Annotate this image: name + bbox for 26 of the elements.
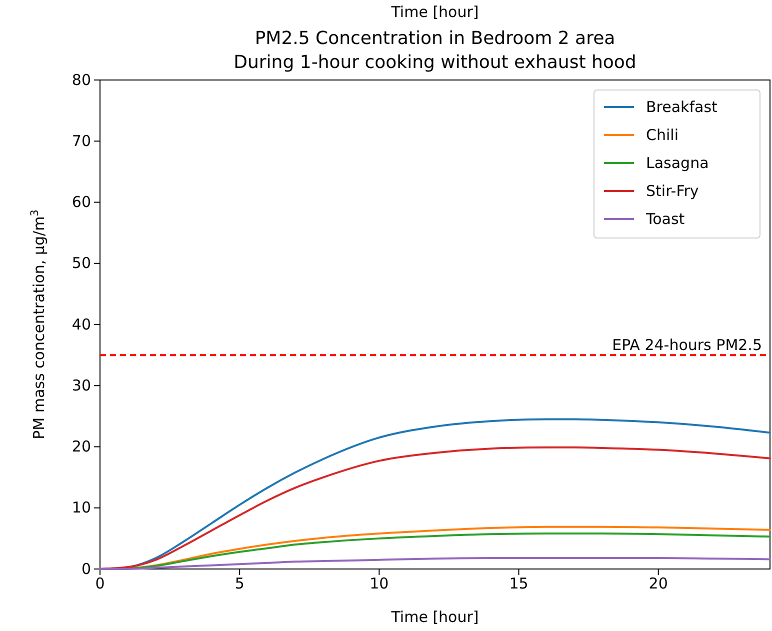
y-tick-label: 20 (72, 438, 91, 456)
x-tick-label: 5 (234, 574, 244, 593)
y-tick-label: 10 (72, 498, 91, 517)
x-tick-label: 20 (648, 574, 668, 593)
x-tick-label: 15 (509, 574, 528, 593)
chart-subtitle: During 1-hour cooking without exhaust hood (234, 52, 636, 73)
ref-line-label: EPA 24-hours PM2.5 (612, 336, 762, 354)
chart-title: PM2.5 Concentration in Bedroom 2 area (254, 28, 616, 49)
y-tick-label: 40 (72, 315, 91, 334)
legend-label: Stir-Fry (646, 182, 699, 200)
x-tick-label: 10 (370, 574, 389, 593)
y-tick-label: 60 (72, 193, 91, 212)
line-series (99, 557, 771, 570)
y-tick-label: 30 (72, 376, 91, 394)
legend-label: Chili (646, 126, 678, 144)
text: Time [hour] (390, 3, 479, 21)
y-tick-label: 70 (72, 132, 91, 150)
y-tick-label: 80 (72, 70, 91, 89)
line-series (99, 532, 771, 570)
legend-label: Lasagna (646, 154, 709, 172)
y-tick-label: 0 (81, 560, 91, 578)
y-tick-label: 50 (72, 254, 91, 272)
legend-label: Toast (645, 210, 685, 228)
legend-label: Breakfast (646, 98, 718, 116)
x-axis-title: Time [hour] (390, 608, 479, 626)
x-tick-label: 0 (95, 574, 105, 593)
